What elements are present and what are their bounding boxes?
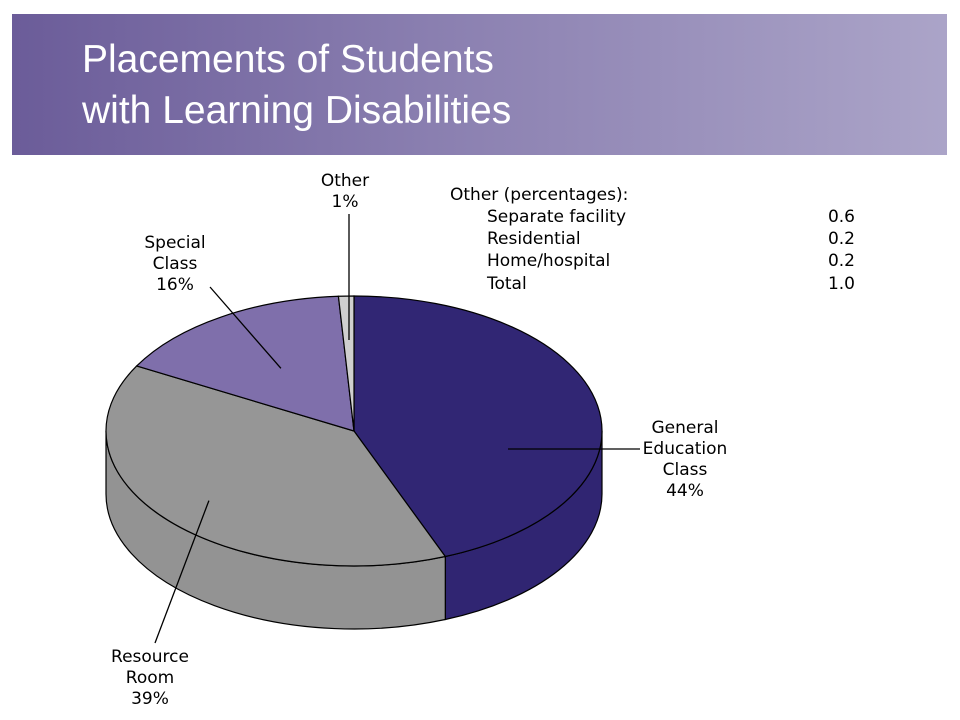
other-row-label: Separate facility <box>487 207 626 227</box>
slice-labels: General Education Class 44%Resource Room 39%S… <box>111 171 727 709</box>
leader-lines <box>154 214 640 644</box>
slide-title-line-2: with Learning Disabilities <box>82 89 512 132</box>
slice-label: Resource Room 39% <box>111 647 189 709</box>
slice-label-line: 39% <box>131 689 169 709</box>
slice-label-line: 16% <box>156 275 194 295</box>
slice-label-line: 44% <box>666 481 704 501</box>
other-row-value: 1.0 <box>828 274 855 294</box>
leader-line <box>209 286 282 369</box>
slice-label: General Education Class 44% <box>643 418 728 501</box>
slice-label-line: Class <box>663 460 708 480</box>
pie-slices <box>105 295 603 630</box>
other-table-title: Other (percentages): <box>450 185 628 205</box>
other-row-label: Total <box>486 274 527 294</box>
slice-label-line: Special <box>144 233 205 253</box>
pie-slice <box>105 365 447 567</box>
other-row-label: Home/hospital <box>487 251 610 271</box>
other-row-value: 0.6 <box>828 207 855 227</box>
slice-label-line: Education <box>643 439 728 459</box>
other-row-value: 0.2 <box>828 229 855 249</box>
slice-label-line: Resource <box>111 647 189 667</box>
leader-line <box>154 500 210 644</box>
pie-slice <box>135 295 355 432</box>
slice-label-line: Class <box>153 254 198 274</box>
slice-label-line: General <box>652 418 719 438</box>
slice-label-line: Room <box>126 668 174 688</box>
title-banner: Placements of Students with Learning Dis… <box>12 14 947 155</box>
other-row-value: 0.2 <box>828 251 855 271</box>
pie-slice <box>353 295 603 558</box>
slide-title: Placements of Students with Learning Dis… <box>82 34 511 136</box>
other-row-label: Residential <box>487 229 581 249</box>
slice-label: Other 1% <box>321 171 369 212</box>
slide-title-line-1: Placements of Students <box>82 38 494 81</box>
slice-label-line: 1% <box>332 192 359 212</box>
slice-label: Special Class 16% <box>144 233 205 295</box>
other-breakdown-table: Other (percentages): Separate facility 0… <box>450 185 855 294</box>
slice-label-line: Other <box>321 171 369 191</box>
pie-slice <box>337 295 355 432</box>
